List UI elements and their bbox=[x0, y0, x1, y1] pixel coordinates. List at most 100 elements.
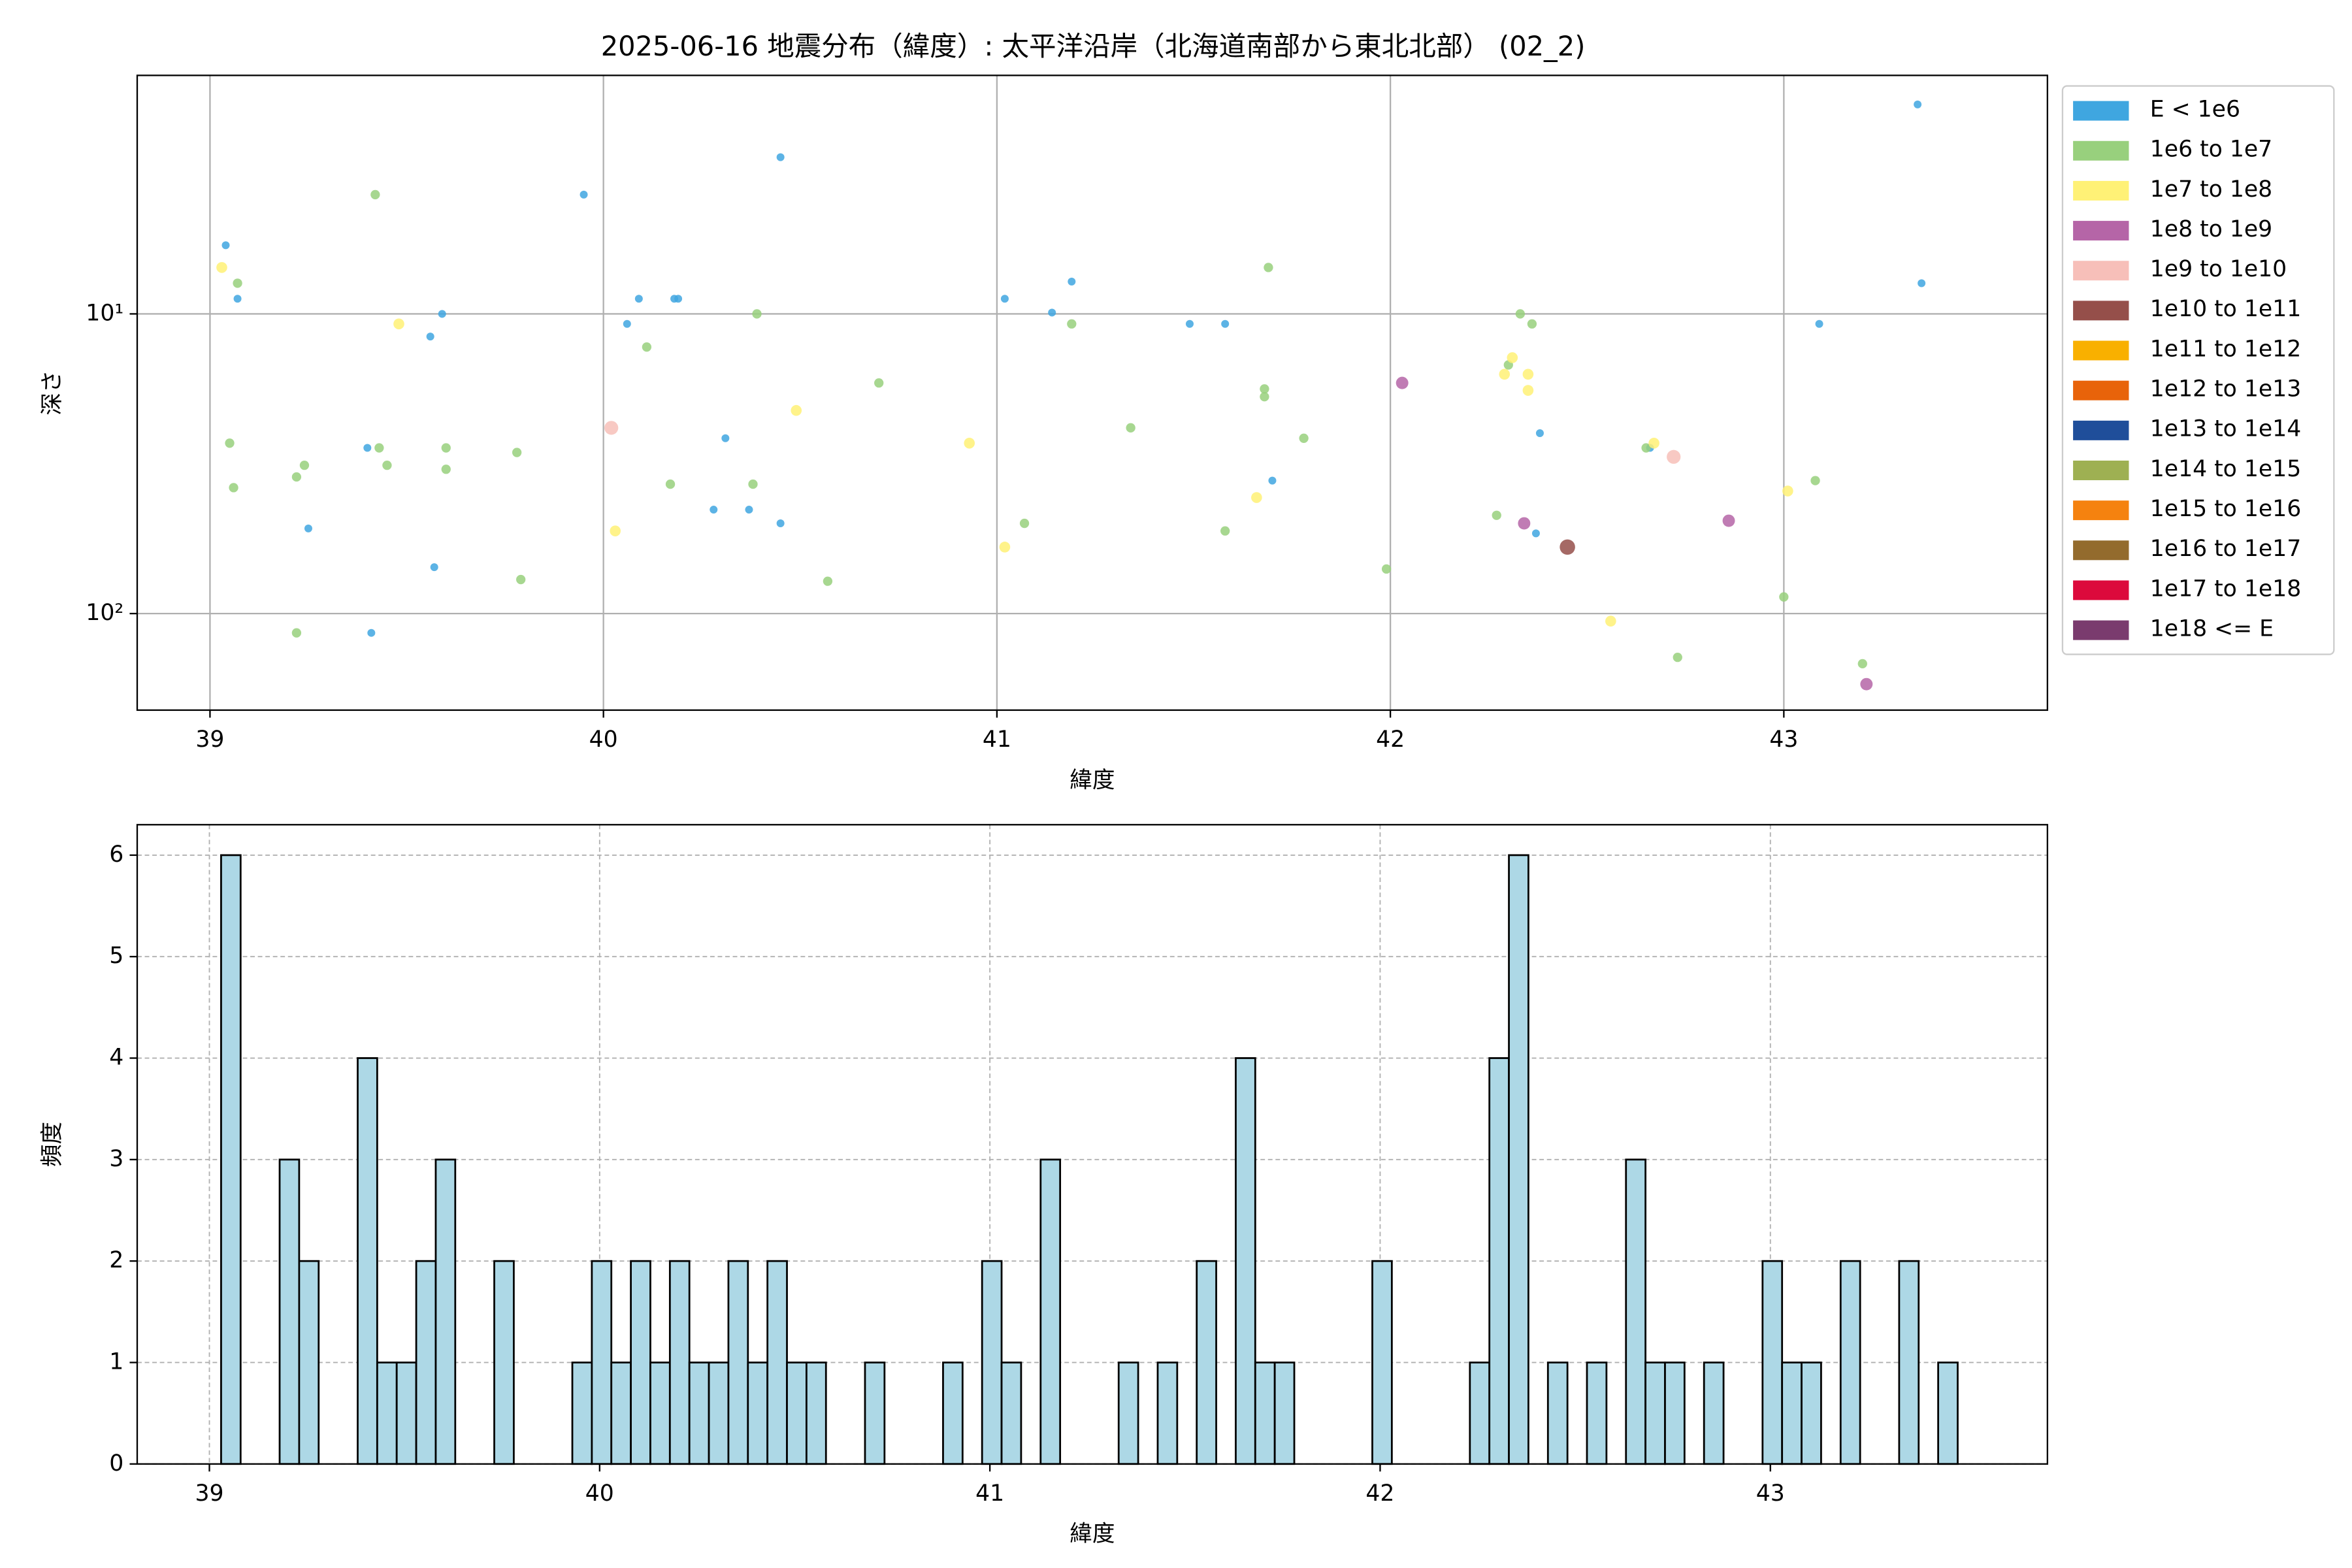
scatter-point bbox=[674, 295, 683, 303]
scatter-point bbox=[441, 443, 451, 453]
histogram-bar bbox=[747, 1362, 769, 1465]
scatter-point bbox=[1782, 485, 1793, 497]
legend-label: 1e18 <= E bbox=[2150, 615, 2274, 642]
histogram-bar bbox=[415, 1260, 437, 1465]
scatter-point bbox=[441, 465, 451, 474]
scatter-point bbox=[623, 319, 631, 328]
scatter-point bbox=[393, 318, 404, 330]
scatter-point bbox=[221, 241, 230, 250]
scatter-point bbox=[1068, 277, 1076, 286]
legend-label: 1e17 to 1e18 bbox=[2150, 576, 2301, 602]
y-tick-label: 10² bbox=[86, 600, 123, 626]
legend-label: 1e9 to 1e10 bbox=[2150, 256, 2287, 282]
histogram-bar bbox=[806, 1362, 827, 1465]
x-axis-label: 緯度 bbox=[1070, 1521, 1115, 1547]
legend-swatch bbox=[2073, 301, 2129, 321]
scatter-point bbox=[1641, 443, 1651, 453]
scatter-point bbox=[1860, 678, 1873, 691]
histogram-bar bbox=[1371, 1260, 1393, 1465]
scatter-point bbox=[225, 438, 235, 448]
histogram-bar bbox=[298, 1260, 320, 1465]
scatter-point bbox=[1264, 263, 1273, 272]
histogram-bar bbox=[1156, 1362, 1179, 1465]
y-axis-label: 頻度 bbox=[39, 1122, 65, 1167]
histogram-bar bbox=[688, 1362, 710, 1465]
histogram-bar bbox=[1254, 1362, 1276, 1465]
scatter-point bbox=[1299, 433, 1309, 443]
legend-label: 1e16 to 1e17 bbox=[2150, 536, 2301, 562]
x-tick-label: 43 bbox=[1769, 727, 1798, 753]
histogram-bar bbox=[376, 1362, 398, 1465]
histogram-bar bbox=[1488, 1057, 1510, 1465]
scatter-point bbox=[1522, 368, 1534, 380]
scatter-point bbox=[1260, 392, 1269, 402]
histogram-bar bbox=[1839, 1260, 1861, 1465]
histogram-bar bbox=[942, 1362, 964, 1465]
scatter-point bbox=[1810, 476, 1820, 485]
scatter-point bbox=[512, 448, 522, 457]
scatter-point bbox=[370, 189, 380, 200]
y-tick-label: 5 bbox=[109, 943, 123, 969]
scatter-point bbox=[1381, 564, 1392, 574]
histogram-bar bbox=[357, 1057, 378, 1465]
scatter-point bbox=[363, 444, 372, 452]
histogram-bar bbox=[1273, 1362, 1296, 1465]
scatter-point bbox=[1000, 295, 1009, 303]
y-tick-label: 2 bbox=[109, 1247, 123, 1273]
scatter-point bbox=[1535, 429, 1544, 437]
histogram-bar bbox=[668, 1260, 691, 1465]
histogram-bar bbox=[610, 1362, 632, 1465]
histogram-bar bbox=[220, 854, 242, 1465]
histogram-bar bbox=[1196, 1260, 1217, 1465]
histogram-bar bbox=[708, 1362, 730, 1465]
scatter-point bbox=[1515, 309, 1526, 319]
histogram-bar bbox=[649, 1362, 671, 1465]
legend-swatch bbox=[2073, 580, 2129, 600]
legend-swatch bbox=[2073, 500, 2129, 521]
histogram-bar bbox=[591, 1260, 613, 1465]
y-tick-label: 1 bbox=[109, 1348, 123, 1375]
scatter-point bbox=[426, 333, 434, 341]
scatter-point bbox=[216, 262, 227, 273]
scatter-point bbox=[721, 434, 730, 442]
scatter-point bbox=[1396, 376, 1409, 389]
scatter-point bbox=[604, 421, 619, 435]
scatter-point bbox=[229, 483, 238, 493]
histogram-bar bbox=[1644, 1362, 1666, 1465]
histogram-bar bbox=[434, 1158, 457, 1465]
x-tick-label: 43 bbox=[1756, 1480, 1785, 1507]
scatter-point bbox=[791, 404, 802, 416]
legend-swatch bbox=[2073, 620, 2129, 640]
legend-label: 1e10 to 1e11 bbox=[2150, 296, 2301, 322]
x-tick-label: 42 bbox=[1365, 1480, 1394, 1507]
scatter-point bbox=[874, 378, 884, 388]
scatter-point bbox=[1779, 592, 1789, 602]
scatter-point bbox=[382, 460, 392, 470]
legend-label: 1e14 to 1e15 bbox=[2150, 456, 2301, 482]
scatter-point bbox=[1492, 510, 1501, 520]
histogram-bar bbox=[727, 1260, 749, 1465]
scatter-point bbox=[291, 472, 302, 482]
scatter-point bbox=[776, 153, 785, 161]
histogram-bar bbox=[571, 1362, 593, 1465]
scatter-point bbox=[1918, 279, 1926, 287]
histogram-bar bbox=[1664, 1362, 1686, 1465]
legend-label: 1e15 to 1e16 bbox=[2150, 496, 2301, 522]
scatter-point bbox=[665, 479, 676, 489]
y-tick-label: 4 bbox=[109, 1045, 123, 1071]
scatter-point bbox=[367, 629, 376, 637]
scatter-point bbox=[1560, 539, 1575, 555]
scatter-point bbox=[1857, 659, 1867, 669]
legend-label: 1e12 to 1e13 bbox=[2150, 376, 2301, 402]
scatter-point bbox=[752, 309, 762, 319]
plot-frame bbox=[136, 74, 2048, 711]
scatter-point bbox=[233, 278, 242, 288]
scatter-point bbox=[516, 574, 526, 585]
histogram-bar bbox=[766, 1260, 788, 1465]
histogram-bar bbox=[278, 1158, 301, 1465]
scatter-point bbox=[1605, 615, 1616, 627]
legend-label: 1e7 to 1e8 bbox=[2150, 176, 2272, 203]
histogram-bar bbox=[1546, 1362, 1569, 1465]
scatter-point bbox=[580, 190, 588, 199]
scatter-point bbox=[1268, 476, 1277, 485]
